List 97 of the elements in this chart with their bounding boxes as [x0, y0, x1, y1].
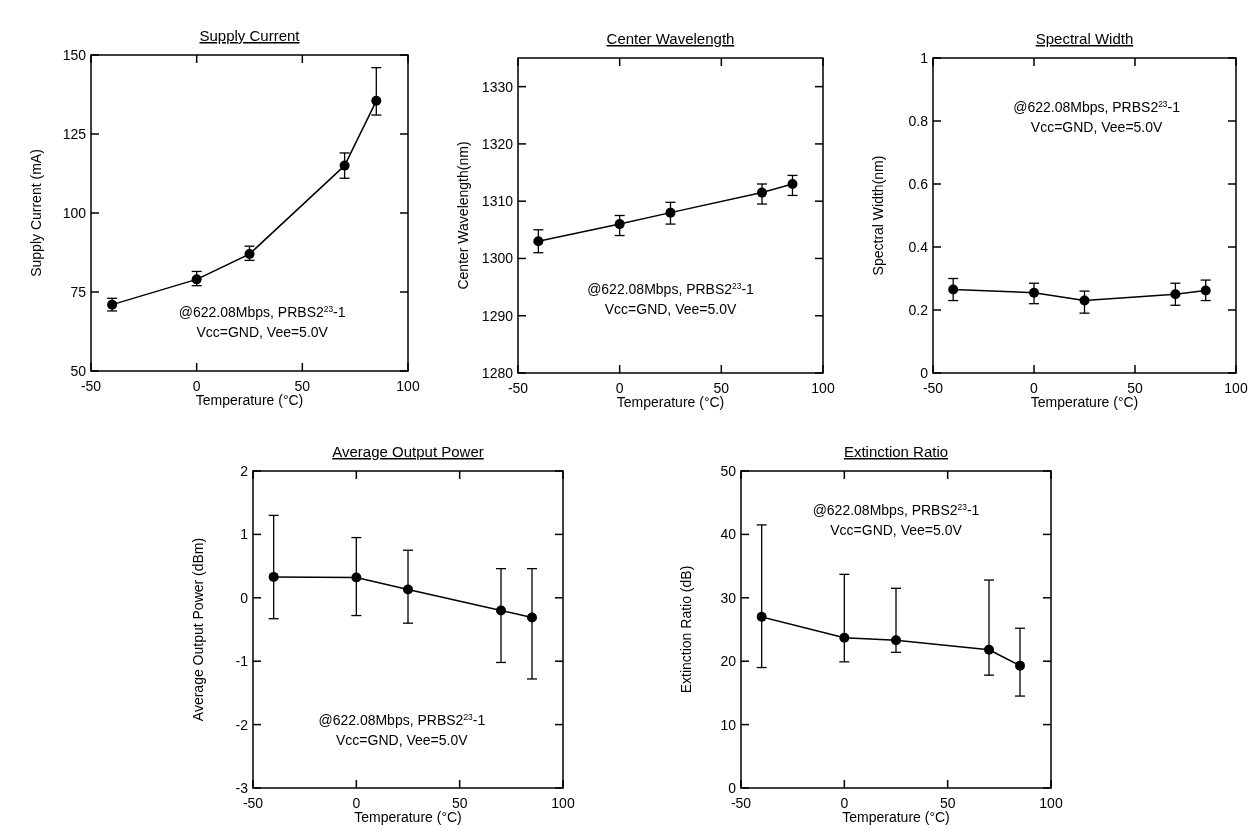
x-tick-label: 0	[192, 378, 201, 394]
y-tick-label: 1300	[481, 250, 514, 267]
y-tick-label: -1	[235, 653, 249, 670]
y-tick-label: -2	[235, 716, 249, 733]
y-tick-label: 1	[240, 526, 249, 543]
x-tick-label: 0	[352, 795, 361, 811]
x-tick-label: -50	[80, 378, 102, 394]
annotation: Vcc=GND, Vee=5.0V	[830, 522, 963, 539]
point	[1170, 289, 1181, 300]
x-axis-title: Temperature (°C)	[1030, 394, 1139, 410]
point	[533, 236, 544, 247]
y-tick-label: 150	[62, 47, 87, 63]
x-axis-title: Temperature (°C)	[616, 394, 725, 410]
x-axis-title: Temperature (°C)	[354, 809, 462, 825]
annotation: @622.08Mbps, PRBS2$^{23}$-1	[812, 502, 980, 519]
point	[757, 187, 767, 198]
point	[756, 611, 767, 622]
y-tick-label: 100	[62, 205, 87, 221]
y-tick-label: 1290	[481, 307, 514, 324]
y-tick-label: 1330	[481, 78, 514, 95]
point	[339, 160, 350, 171]
point	[268, 571, 279, 582]
y-tick-label: 1320	[481, 135, 514, 152]
chart-title: Spectral Width	[1035, 30, 1134, 47]
chart-title: Average Output Power	[332, 443, 484, 460]
y-tick-label: 75	[70, 284, 87, 300]
y-tick-label: 0.6	[908, 176, 929, 192]
point	[891, 635, 901, 646]
point	[787, 179, 798, 189]
point	[351, 572, 362, 583]
annotation: @622.08Mbps, PRBS2$^{23}$-1	[587, 281, 755, 298]
y-axis-title: Spectral Width(nm)	[870, 155, 886, 276]
chart-title: Supply Current	[199, 27, 301, 44]
annotation: Vcc=GND, Vee=5.0V	[604, 301, 737, 318]
y-tick-label: 0	[920, 365, 929, 381]
y-axis-title: Average Output Power (dBm)	[190, 537, 206, 722]
y-tick-label: 50	[70, 363, 87, 379]
y-tick-label: 40	[720, 526, 737, 543]
y-tick-label: 1310	[481, 193, 514, 210]
y-tick-label: 0	[728, 780, 737, 796]
annotation: Vcc=GND, Vee=5.0V	[336, 731, 469, 748]
annotation: Vcc=GND, Vee=5.0V	[196, 324, 329, 341]
x-tick-label: -50	[242, 795, 264, 811]
y-tick-label: 50	[720, 463, 737, 479]
x-tick-label: 50	[1127, 380, 1143, 396]
x-tick-label: 50	[294, 378, 311, 394]
point	[948, 284, 959, 295]
point	[371, 95, 382, 106]
y-tick-label: 0.2	[908, 302, 929, 318]
y-tick-label: 125	[62, 126, 87, 142]
y-tick-label: -3	[235, 780, 249, 796]
x-tick-label: 100	[1039, 795, 1063, 811]
x-tick-label: 0	[1030, 380, 1039, 396]
x-tick-label: 100	[811, 380, 835, 396]
point	[191, 274, 202, 285]
x-tick-label: 50	[451, 795, 468, 811]
x-tick-label: -50	[507, 380, 529, 396]
x-tick-label: -50	[730, 795, 752, 811]
point	[839, 632, 850, 643]
y-tick-label: 0.8	[908, 113, 929, 129]
y-tick-label: 0.4	[908, 239, 929, 255]
y-axis-title: Supply Current (mA)	[28, 149, 44, 277]
y-tick-label: 0	[240, 589, 249, 606]
x-axis-title: Temperature (°C)	[195, 392, 304, 408]
point	[665, 207, 676, 218]
point	[496, 605, 506, 616]
point	[614, 219, 625, 230]
annotation: Vcc=GND, Vee=5.0V	[1030, 118, 1164, 135]
point	[984, 644, 994, 655]
x-axis-title: Temperature (°C)	[842, 809, 950, 825]
point	[1200, 285, 1211, 296]
point	[1029, 287, 1039, 298]
y-tick-label: 20	[720, 653, 737, 670]
x-tick-label: 100	[551, 795, 575, 811]
x-tick-label: 100	[1224, 380, 1248, 396]
y-tick-label: 1280	[481, 365, 514, 381]
point	[244, 249, 255, 260]
x-tick-label: 100	[396, 378, 420, 394]
point	[1079, 295, 1090, 306]
x-tick-label: -50	[922, 380, 944, 396]
point	[1015, 660, 1025, 671]
y-tick-label: 10	[720, 716, 737, 733]
annotation: @622.08Mbps, PRBS2$^{23}$-1	[1013, 98, 1181, 115]
y-tick-label: 2	[240, 463, 249, 479]
point	[403, 584, 413, 595]
x-tick-label: 0	[615, 380, 624, 396]
y-tick-label: 30	[720, 589, 737, 606]
annotation: @622.08Mbps, PRBS2$^{23}$-1	[318, 711, 486, 728]
x-tick-label: 0	[840, 795, 849, 811]
point	[527, 612, 537, 623]
chart-title: Center Wavelength	[606, 30, 735, 47]
annotation: @622.08Mbps, PRBS2$^{23}$-1	[178, 304, 346, 321]
chart-title: Extinction Ratio	[843, 443, 949, 460]
y-axis-title: Extinction Ratio (dB)	[678, 565, 694, 694]
y-tick-label: 1	[920, 50, 929, 66]
y-axis-title: Center Wavelength(nm)	[455, 141, 471, 290]
x-tick-label: 50	[939, 795, 956, 811]
